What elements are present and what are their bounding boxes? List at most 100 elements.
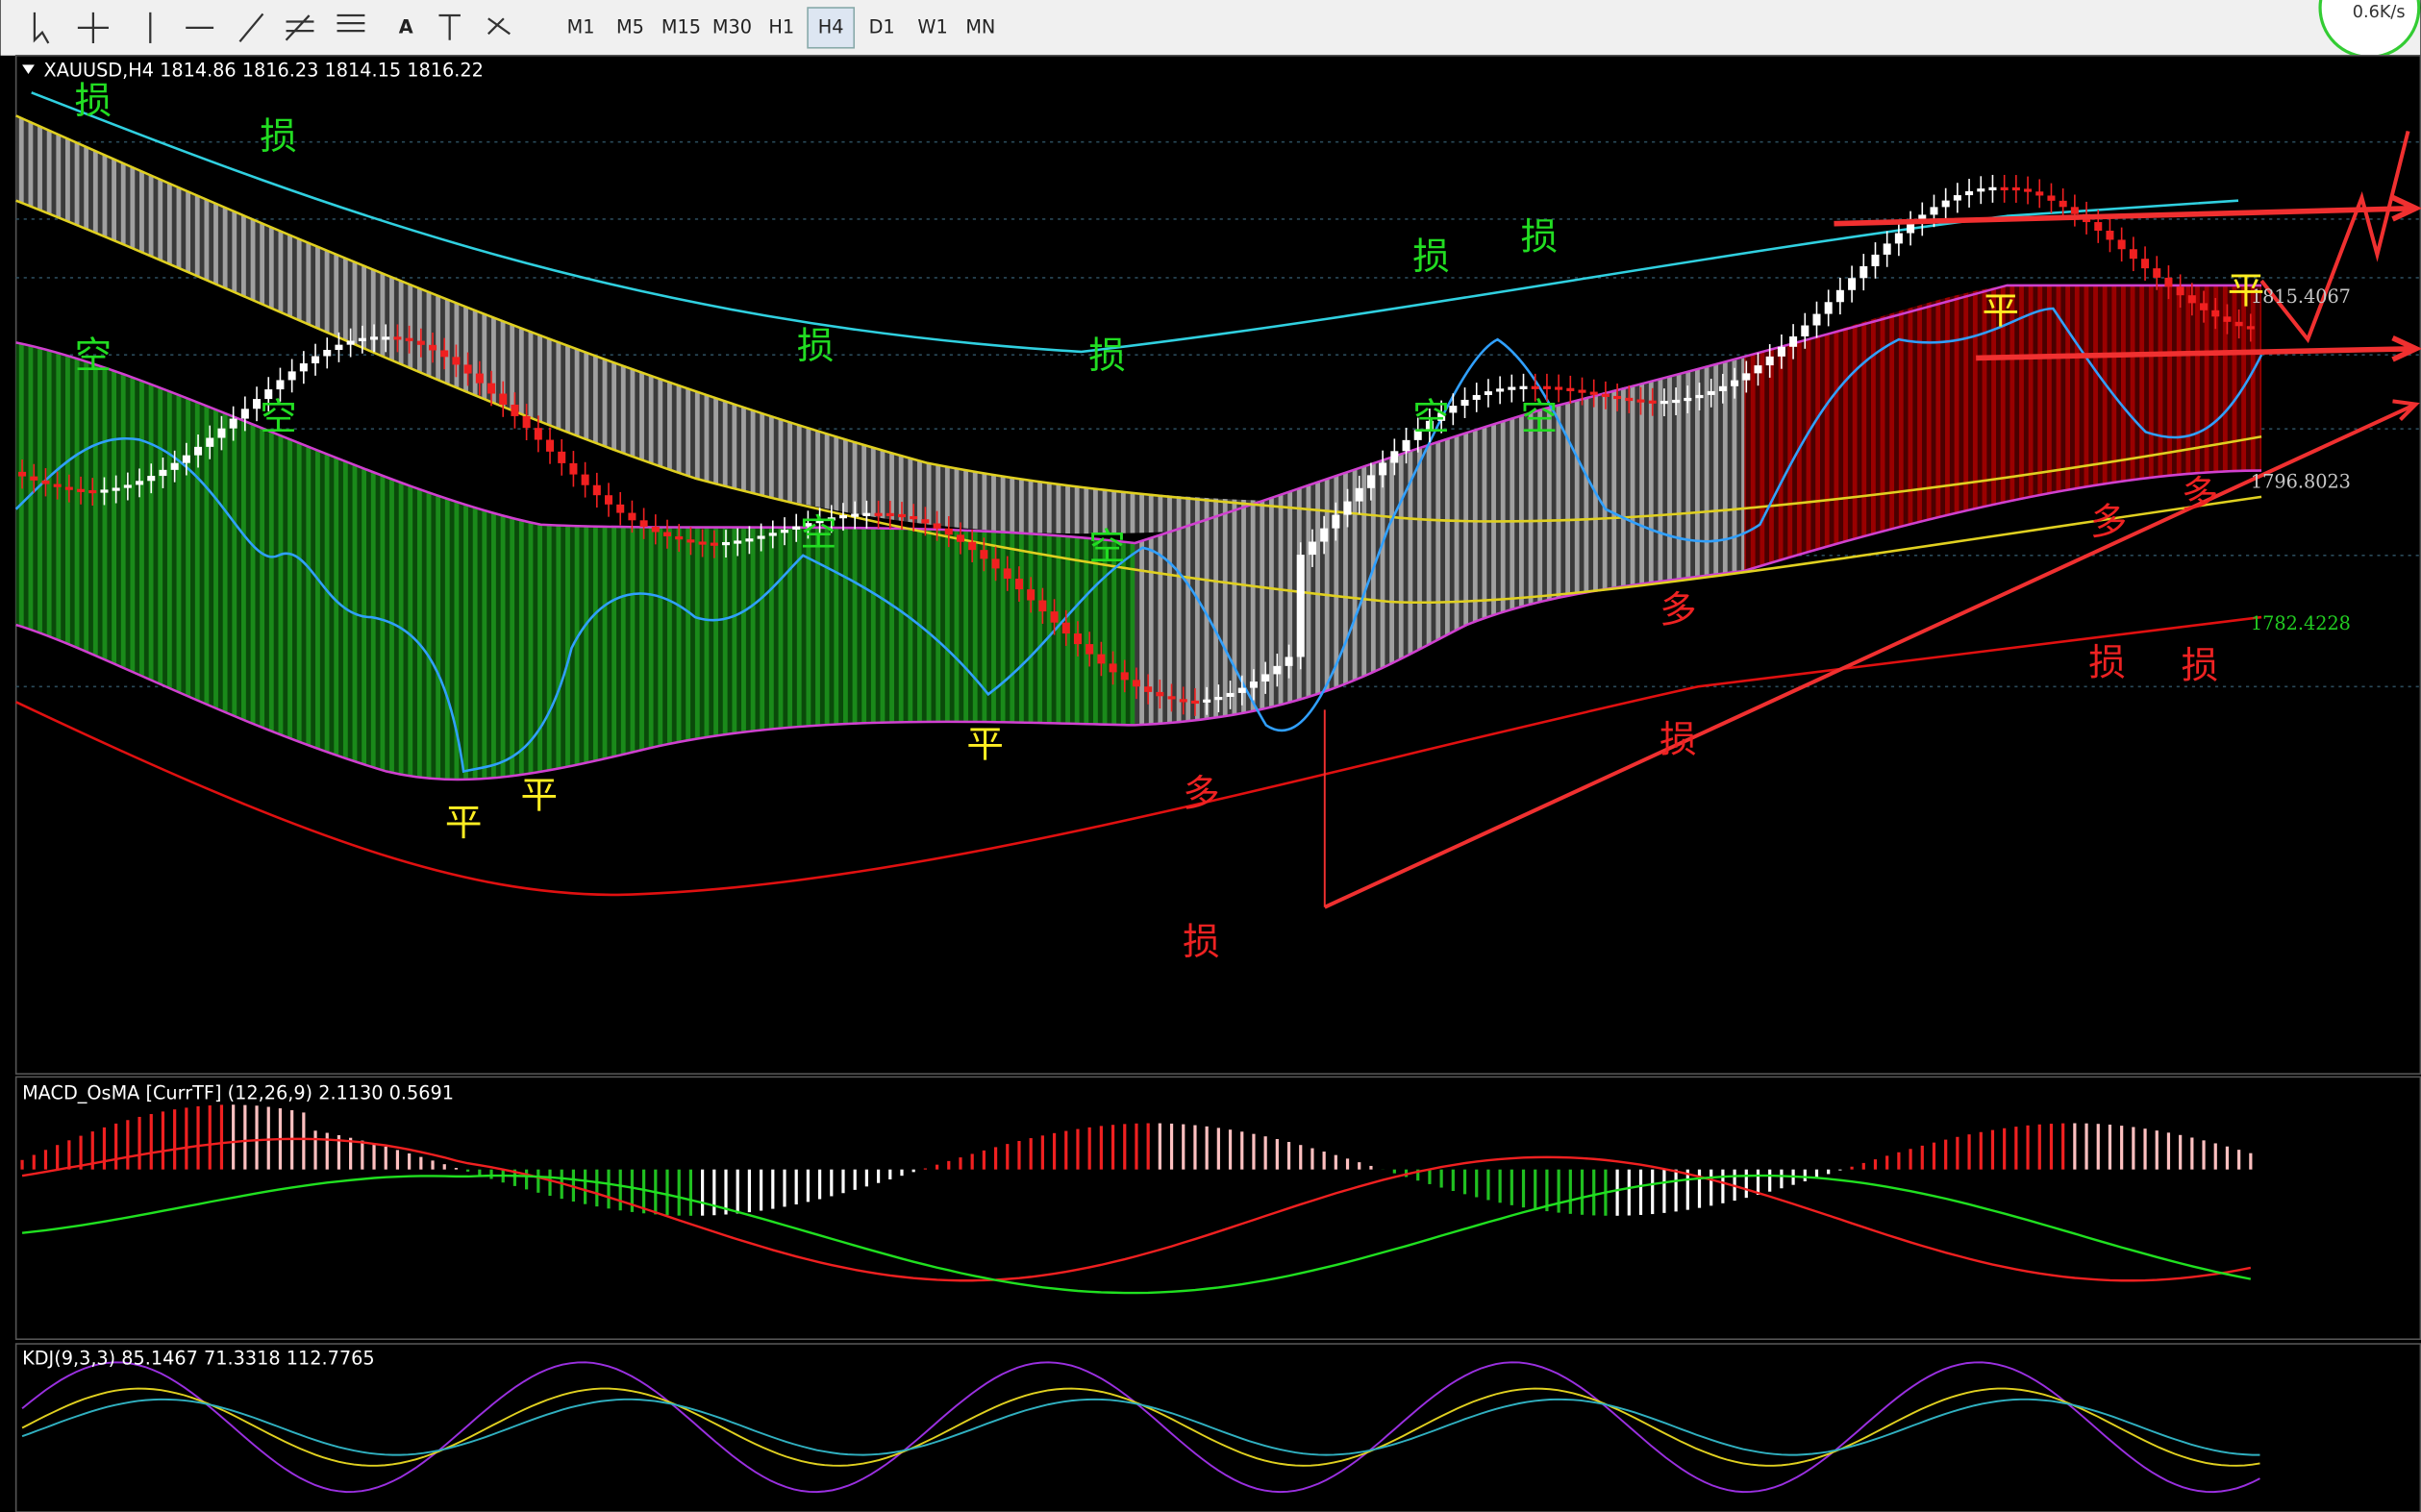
candle-body [1413, 430, 1422, 440]
candle-body [1695, 394, 1704, 399]
candle-body [1555, 386, 1563, 390]
candle-body [1883, 243, 1891, 255]
candle-body [1613, 395, 1622, 400]
candle-body [2141, 259, 2150, 269]
candle-body [1835, 289, 1844, 303]
candle-body [1097, 654, 1106, 664]
candle-body [1731, 380, 1739, 386]
candle-body [1449, 406, 1458, 413]
collapse-icon[interactable] [22, 64, 35, 75]
candle-body [2187, 295, 2196, 304]
candle-body [2024, 188, 2033, 192]
signal-label: 多 [2090, 501, 2128, 544]
candle-body [628, 512, 636, 521]
candle-body [287, 371, 296, 381]
candle-body [1988, 186, 1997, 191]
candle-body [1073, 633, 1082, 645]
candle-body [1801, 325, 1810, 336]
candle-body [53, 483, 62, 487]
candle-body [276, 380, 285, 390]
candle-body [1425, 420, 1434, 431]
candle-body [88, 489, 97, 494]
candle-body [1484, 391, 1492, 395]
timeframe-button[interactable]: M30 [712, 15, 752, 37]
candle-body [41, 480, 50, 484]
candle-body [511, 404, 519, 416]
cloud-grey [1135, 358, 1745, 726]
candle-body [1930, 207, 1938, 215]
candle-body [1542, 385, 1551, 389]
candle-body [1636, 399, 1645, 403]
signal-label: 空 [1412, 396, 1450, 439]
timeframe-button[interactable]: H1 [768, 15, 794, 37]
text-tool[interactable]: A [399, 15, 413, 37]
timeframe-button[interactable]: D1 [869, 15, 895, 37]
signal-label: 多 [1660, 589, 1697, 632]
timeframe-button[interactable]: M5 [616, 15, 644, 37]
candle-body [1660, 400, 1668, 405]
candle-body [487, 383, 496, 394]
candle-body [1343, 501, 1352, 515]
candle-body [604, 495, 613, 505]
candle-body [1320, 528, 1329, 542]
candle-body [1390, 451, 1399, 463]
candle-body [980, 550, 988, 559]
candle-body [838, 515, 847, 519]
candle-body [429, 344, 437, 351]
candle-body [2059, 200, 2067, 208]
candle-body [1132, 680, 1140, 687]
candle-body [1684, 397, 1692, 402]
candle-body [1894, 233, 1903, 244]
candle-body [1203, 699, 1211, 703]
signal-label: 平 [966, 723, 1004, 766]
candle-body [312, 356, 320, 364]
price-label: 1782.4228 [2251, 612, 2351, 634]
candle-body [2117, 239, 2126, 250]
signal-label: 损 [1412, 235, 1450, 279]
signal-label: 损 [1088, 335, 1126, 378]
candle-body [1765, 356, 1774, 366]
candle-body [2035, 191, 2044, 196]
cloud-grey-top [15, 115, 1312, 534]
candle-body [968, 541, 977, 551]
kdj-d [21, 1398, 2260, 1456]
signal-label: 损 [2088, 641, 2126, 684]
candle-body [1625, 397, 1634, 402]
candle-body [662, 532, 672, 536]
candle-body [370, 336, 379, 340]
signal-label: 损 [1660, 719, 1697, 762]
candle-body [2000, 186, 2009, 191]
timeframe-button[interactable]: W1 [917, 15, 947, 37]
cloud-green [15, 342, 1136, 781]
candle-body [546, 439, 555, 452]
timeframe-button[interactable]: H4 [818, 15, 844, 37]
candle-body [170, 462, 179, 470]
timeframe-button[interactable]: M1 [567, 15, 595, 37]
signal-label: 空 [75, 335, 112, 378]
candle-body [1061, 622, 1070, 634]
candle-body [1086, 644, 1094, 655]
signal-label: 平 [2228, 269, 2265, 312]
chart-header: XAUUSD,H4 1814.86 1816.23 1814.15 1816.2… [44, 59, 484, 81]
candle-body [64, 486, 73, 490]
candle-body [112, 487, 120, 491]
timeframe-button[interactable]: MN [965, 15, 995, 37]
candle-body [123, 484, 132, 488]
signal-label: 损 [2182, 645, 2219, 688]
signal-label: 空 [800, 511, 837, 555]
candle-body [1038, 600, 1047, 612]
candle-body [1977, 188, 1985, 192]
candle-body [710, 542, 718, 546]
candle-body [1120, 672, 1129, 681]
candle-body [77, 488, 86, 492]
kdj-header: KDJ(9,3,3) 85.1467 71.3318 112.7765 [22, 1348, 375, 1370]
candle-body [1261, 674, 1270, 682]
signal-label: 空 [260, 396, 297, 439]
timeframe-button[interactable]: M15 [661, 15, 701, 37]
candle-body [1167, 696, 1176, 700]
candle-body [581, 474, 589, 485]
candle-body [1460, 399, 1469, 407]
candle-body [698, 541, 707, 545]
candle-body [2176, 286, 2184, 296]
signal-label: 多 [1183, 773, 1220, 816]
